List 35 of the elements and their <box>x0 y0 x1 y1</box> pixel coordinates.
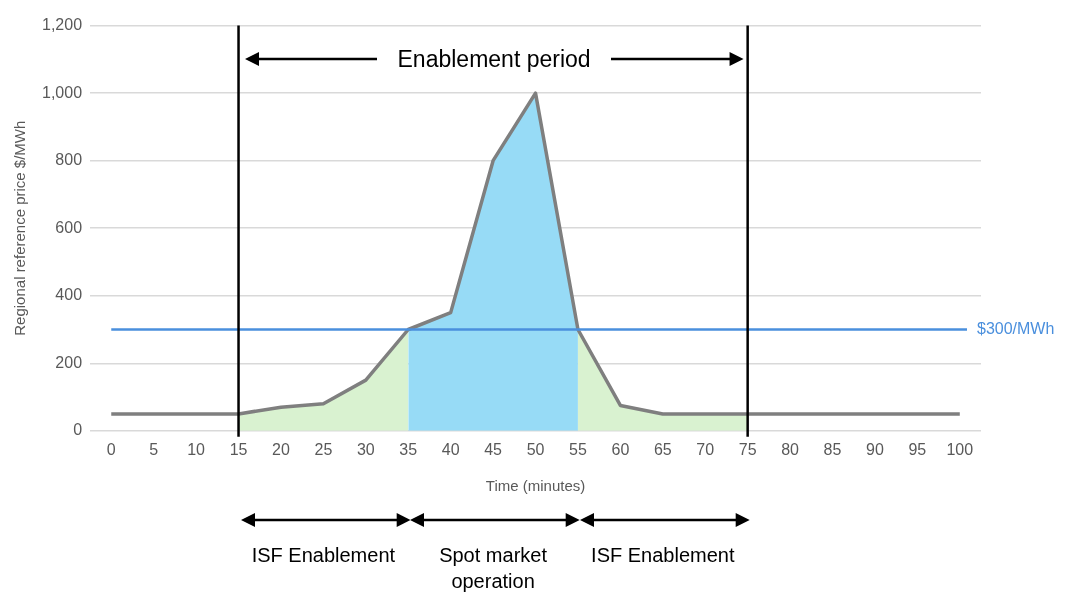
x-tick-label: 70 <box>696 440 715 458</box>
text: Spot market operation <box>438 543 548 592</box>
x-tick-label: 55 <box>569 440 587 458</box>
y-tick-label: 400 <box>55 286 83 304</box>
y-tick-label: 0 <box>73 421 83 439</box>
x-tick-label: 35 <box>399 440 418 458</box>
x-tick-label: 5 <box>149 440 159 458</box>
x-tick-label: 95 <box>908 440 927 458</box>
y-tick-label: 200 <box>55 353 83 371</box>
y-tick-label: 600 <box>55 218 83 236</box>
text: ISF Enablement <box>590 543 736 568</box>
x-tick-label: 20 <box>272 440 290 458</box>
x-tick-label: 30 <box>356 440 375 458</box>
y-tick-label: 1,200 <box>41 16 83 34</box>
x-tick-label: 40 <box>441 440 460 458</box>
ref-line-label: $300/MWh <box>977 319 1055 337</box>
annotation: Enablement period <box>396 45 592 74</box>
x-tick-label: 100 <box>946 440 974 458</box>
x-tick-label: 80 <box>781 440 800 458</box>
x-tick-label: 10 <box>187 440 206 458</box>
x-tick-label: 45 <box>484 440 503 458</box>
y-tick-label: 1,000 <box>41 83 83 101</box>
y-tick-label: 800 <box>55 151 83 169</box>
x-tick-label: 50 <box>526 440 545 458</box>
x-tick-label: 65 <box>653 440 672 458</box>
x-tick-label: 0 <box>106 440 116 458</box>
x-tick-label: 15 <box>229 440 248 458</box>
text: ISF Enablement <box>250 543 397 568</box>
x-tick-label: 60 <box>611 440 630 458</box>
x-tick-label: 75 <box>738 440 757 458</box>
x-tick-label: 25 <box>314 440 333 458</box>
x-tick-label: 90 <box>866 440 884 458</box>
x-tick-label: 85 <box>823 440 842 458</box>
x-axis-title: Time (minutes) <box>485 477 586 495</box>
y-axis-title: Regional reference price $/MWh <box>11 120 29 336</box>
